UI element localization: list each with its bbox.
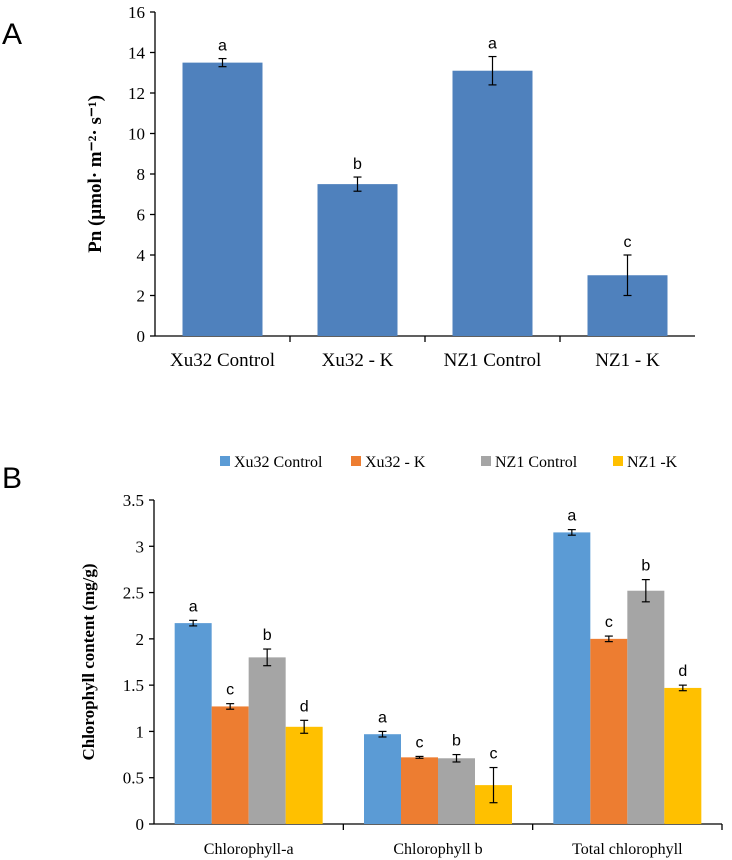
y-tick-label: 16 [128,3,145,22]
legend-swatch [613,456,623,466]
significance-letter: a [189,598,198,615]
panel-label: B [2,462,22,495]
bar-xu32-k [317,184,398,336]
bar-nz1-control [248,657,286,824]
significance-letter: b [452,733,461,750]
legend-swatch [220,456,230,466]
significance-letter: b [353,156,362,173]
y-tick-label: 6 [137,206,146,225]
bar-xu32-control [364,734,401,824]
y-tick-label: 2.5 [123,584,144,603]
y-tick-label: 1.5 [123,676,144,695]
x-category-label: Total chlorophyll [572,841,683,858]
bar-xu32-k [590,638,628,824]
significance-letter: a [218,38,227,55]
y-tick-label: 0 [136,815,145,834]
y-tick-label: 8 [137,165,146,184]
significance-letter: a [378,709,387,726]
y-tick-label: 12 [128,84,145,103]
legend-label: NZ1 -K [627,454,678,471]
legend-label: Xu32 Control [234,454,323,471]
significance-letter: c [416,734,424,751]
bar-nz1-k [285,726,323,824]
bar-nz1-control [452,70,533,336]
y-axis-label: Chlorophyll content (mg/g) [79,563,98,760]
bar-nz1-k [664,687,702,824]
y-tick-label: 10 [128,125,145,144]
bar-nz1-control [627,590,665,824]
legend-swatch [481,456,491,466]
significance-letter: b [641,558,650,575]
y-tick-label: 4 [137,246,146,265]
y-tick-label: 2 [137,287,146,306]
y-tick-label: 3 [136,537,145,556]
significance-letter: c [624,234,632,251]
bar-nz1-control [438,758,475,824]
bar-xu32-k [211,706,249,824]
y-tick-label: 1 [136,722,145,741]
y-axis-label: Pn (μmol· m⁻²· s⁻¹) [85,95,106,253]
significance-letter: c [490,746,498,763]
x-category-label: NZ1 - K [595,350,660,371]
panel-a: A 0 2 4 6 8 10 12 14 16 a Xu32 Control b Xu32 - K a NZ1… [2,3,695,371]
bar-xu32-control [182,62,263,336]
legend-swatch [351,456,361,466]
y-tick-label: 2 [136,630,145,649]
significance-letter: d [300,698,309,715]
significance-letter: b [263,627,272,644]
bar-xu32-control [553,532,591,824]
significance-letter: d [678,663,687,680]
y-tick-label: 0 [137,327,146,346]
legend-label: NZ1 Control [495,454,578,471]
bar-xu32-k [401,757,438,824]
significance-letter: c [605,614,613,631]
x-category-label: Xu32 Control [170,350,275,371]
significance-letter: c [226,682,234,699]
x-category-label: Xu32 - K [322,350,394,371]
panel-b: B Xu32 Control Xu32 - K NZ1 Control NZ1 -K 0 0… [2,454,723,858]
x-category-label: Chlorophyll-a [204,841,294,858]
bar-xu32-control [174,623,212,824]
y-tick-label: 14 [128,44,146,63]
y-tick-label: 3.5 [123,491,144,510]
y-tick-label: 0.5 [123,769,144,788]
legend-label: Xu32 - K [365,454,426,471]
panel-label: A [2,18,22,51]
significance-letter: a [567,508,576,525]
significance-letter: a [488,36,497,53]
x-category-label: NZ1 Control [444,350,542,371]
x-category-label: Chlorophyll b [393,841,482,858]
